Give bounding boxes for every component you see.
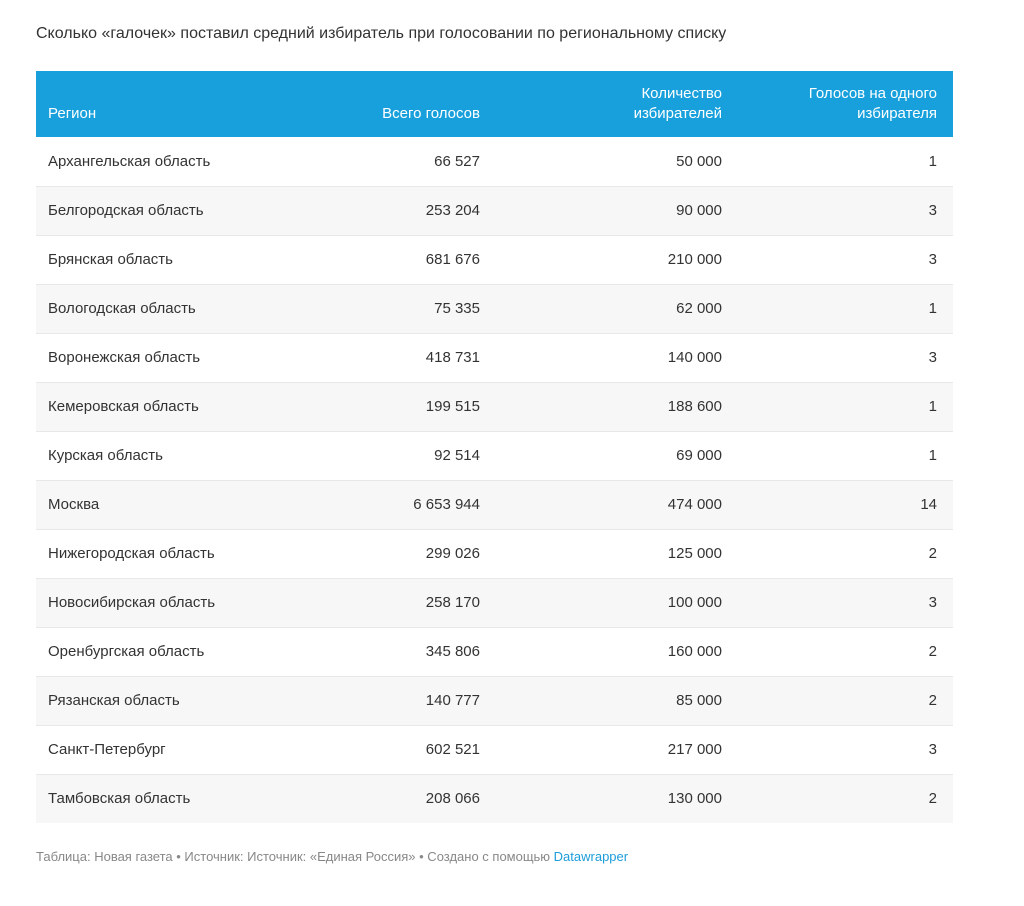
voters-count-cell: 69 000 (496, 430, 738, 481)
table-row: Тамбовская область 208 066 130 000 2 (36, 773, 953, 824)
table-row: Москва 6 653 944 474 000 14 (36, 479, 953, 530)
region-cell: Нижегородская область (36, 528, 316, 579)
voters-count-cell: 210 000 (496, 234, 738, 285)
region-cell: Санкт-Петербург (36, 724, 316, 775)
table-row: Курская область 92 514 69 000 1 (36, 430, 953, 481)
voters-count-cell: 474 000 (496, 479, 738, 530)
votes-per-voter-cell: 2 (738, 528, 953, 579)
table-row: Брянская область 681 676 210 000 3 (36, 234, 953, 285)
votes-per-voter-cell: 1 (738, 283, 953, 334)
voters-count-cell: 188 600 (496, 381, 738, 432)
region-cell: Архангельская область (48, 152, 211, 170)
votes-per-voter-cell: 2 (738, 626, 953, 677)
voters-count-cell: 217 000 (496, 724, 738, 775)
region-cell: Новосибирская область (36, 577, 316, 628)
voters-count-cell: 50 000 (676, 152, 722, 170)
voters-count-cell: 130 000 (496, 773, 738, 824)
total-votes-cell: 208 066 (316, 773, 496, 824)
votes-per-voter-cell: 2 (738, 675, 953, 726)
votes-per-voter-cell: 1 (738, 430, 953, 481)
region-cell: Вологодская область (36, 283, 316, 334)
region-cell: Белгородская область (36, 185, 316, 236)
votes-per-voter-cell: 3 (738, 185, 953, 236)
table-row: Новосибирская область 258 170 100 000 3 (36, 577, 953, 628)
voters-count-cell: 140 000 (496, 332, 738, 383)
voters-count-cell: 62 000 (496, 283, 738, 334)
total-votes-cell: 253 204 (316, 185, 496, 236)
table-header-row: Регион Всего голосов Количество избирате… (36, 71, 953, 138)
votes-per-voter-cell: 3 (738, 724, 953, 775)
voters-count-cell: 85 000 (496, 675, 738, 726)
data-table: Регион Всего голосов Количество избирате… (36, 71, 953, 824)
voters-count-cell: 90 000 (496, 185, 738, 236)
total-votes-cell: 75 335 (316, 283, 496, 334)
table-row: Оренбургская область 345 806 160 000 2 (36, 626, 953, 677)
region-cell: Оренбургская область (36, 626, 316, 677)
voters-count-cell: 160 000 (496, 626, 738, 677)
votes-per-voter-cell: 3 (738, 577, 953, 628)
attribution-text: Таблица: Новая газета • Источник: Источн… (36, 849, 554, 865)
votes-per-voter-cell: 1 (738, 381, 953, 432)
table-row: Воронежская область 418 731 140 000 3 (36, 332, 953, 383)
column-header-region: Регион (36, 71, 316, 138)
table-row: Вологодская область 75 335 62 000 1 (36, 283, 953, 334)
region-cell: Москва (36, 479, 316, 530)
region-cell: Кемеровская область (36, 381, 316, 432)
votes-per-voter-cell: 2 (738, 773, 953, 824)
datawrapper-link[interactable]: Datawrapper (553, 849, 629, 865)
attribution: Таблица: Новая газета • Источник: Источн… (36, 848, 988, 866)
table-row: Белгородская область 253 204 90 000 3 (36, 185, 953, 236)
region-cell: Тамбовская область (36, 773, 316, 824)
column-header-total-votes: Всего голосов (316, 71, 496, 138)
votes-per-voter-cell: 3 (738, 332, 953, 383)
total-votes-cell: 92 514 (316, 430, 496, 481)
table-body: Архангельская область 66 527 50 000 1 Бе… (36, 137, 953, 824)
total-votes-cell: 602 521 (316, 724, 496, 775)
voters-count-cell: 125 000 (496, 528, 738, 579)
total-votes-cell: 66 527 (434, 152, 480, 170)
votes-per-voter-cell: 14 (738, 479, 953, 530)
votes-per-voter-cell: 1 (928, 152, 937, 170)
region-cell: Рязанская область (36, 675, 316, 726)
column-header-voters-count: Количество избирателей (496, 71, 738, 138)
votes-per-voter-cell: 3 (738, 234, 953, 285)
table-row: Рязанская область 140 777 85 000 2 (36, 675, 953, 726)
total-votes-cell: 299 026 (316, 528, 496, 579)
total-votes-cell: 418 731 (316, 332, 496, 383)
total-votes-cell: 258 170 (316, 577, 496, 628)
table-row: Санкт-Петербург 602 521 217 000 3 (36, 724, 953, 775)
region-cell: Курская область (36, 430, 316, 481)
table-row: Архангельская область 66 527 50 000 1 (36, 137, 953, 186)
total-votes-cell: 199 515 (316, 381, 496, 432)
column-header-votes-per-voter: Голосов на одного избирателя (738, 71, 953, 138)
table-row: Кемеровская область 199 515 188 600 1 (36, 381, 953, 432)
total-votes-cell: 140 777 (316, 675, 496, 726)
total-votes-cell: 345 806 (316, 626, 496, 677)
total-votes-cell: 681 676 (316, 234, 496, 285)
total-votes-cell: 6 653 944 (316, 479, 496, 530)
region-cell: Брянская область (36, 234, 316, 285)
voters-count-cell: 100 000 (496, 577, 738, 628)
region-cell: Воронежская область (36, 332, 316, 383)
page-title: Сколько «галочек» поставил средний избир… (36, 25, 727, 42)
table-row: Нижегородская область 299 026 125 000 2 (36, 528, 953, 579)
